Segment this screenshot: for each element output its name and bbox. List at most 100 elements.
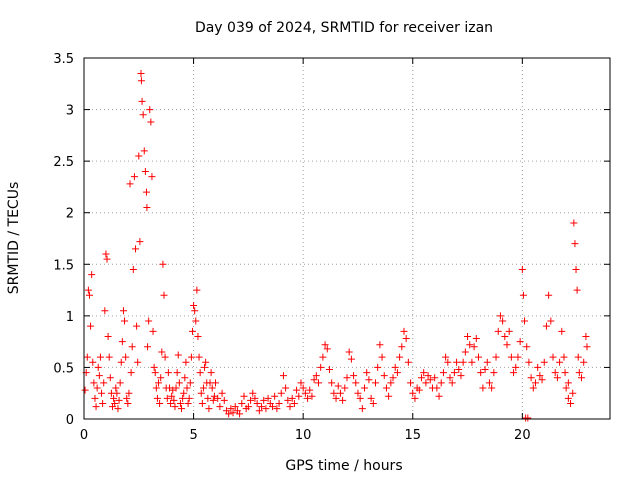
- x-tick-label: 5: [189, 428, 197, 443]
- x-tick-label: 20: [514, 428, 531, 443]
- data-point: [387, 379, 395, 387]
- data-point: [354, 389, 362, 397]
- data-point: [96, 353, 104, 361]
- data-point: [178, 405, 186, 413]
- data-point: [170, 396, 178, 404]
- data-point: [444, 358, 452, 366]
- data-point: [198, 400, 206, 408]
- data-point: [450, 369, 458, 377]
- data-point: [319, 353, 327, 361]
- data-point: [492, 353, 500, 361]
- y-tick-label: 2.5: [53, 155, 74, 170]
- data-point: [160, 291, 168, 299]
- data-point: [143, 204, 151, 212]
- data-point: [376, 341, 384, 349]
- data-point: [562, 384, 570, 392]
- data-point: [345, 348, 353, 356]
- data-point: [175, 379, 183, 387]
- data-point: [262, 405, 270, 413]
- data-point: [155, 379, 163, 387]
- data-point: [275, 400, 283, 408]
- data-point: [448, 379, 456, 387]
- data-point: [547, 317, 555, 325]
- data-point: [431, 374, 439, 382]
- data-point: [393, 369, 401, 377]
- data-point: [138, 97, 146, 105]
- data-point: [560, 353, 568, 361]
- data-point: [437, 379, 445, 387]
- data-point: [466, 341, 474, 349]
- data-point: [188, 327, 196, 335]
- data-point: [477, 369, 485, 377]
- data-point: [137, 77, 145, 85]
- data-point: [117, 358, 125, 366]
- data-point: [519, 291, 527, 299]
- data-point: [156, 400, 164, 408]
- data-point: [201, 363, 209, 371]
- data-point: [161, 353, 169, 361]
- data-point: [100, 379, 108, 387]
- data-point: [277, 389, 285, 397]
- data-point: [115, 396, 123, 404]
- data-point: [255, 407, 263, 415]
- data-point: [306, 386, 314, 394]
- data-point: [330, 389, 338, 397]
- data-point: [293, 386, 301, 394]
- data-point: [494, 327, 502, 335]
- data-point: [358, 405, 366, 413]
- data-point: [172, 384, 180, 392]
- data-point: [105, 353, 113, 361]
- data-point: [181, 374, 189, 382]
- data-point: [119, 307, 127, 315]
- data-point: [173, 369, 181, 377]
- data-point: [507, 353, 515, 361]
- data-point: [202, 358, 210, 366]
- data-point: [571, 240, 579, 248]
- data-point: [125, 389, 133, 397]
- data-point: [485, 379, 493, 387]
- data-point: [396, 353, 404, 361]
- data-point: [114, 405, 122, 413]
- data-point: [102, 250, 110, 258]
- data-point: [288, 394, 296, 402]
- data-point: [512, 363, 520, 371]
- data-point: [214, 394, 222, 402]
- data-point: [118, 338, 126, 346]
- data-point: [132, 245, 140, 253]
- data-point: [264, 394, 272, 402]
- data-point: [157, 374, 165, 382]
- y-tick-label: 0: [66, 413, 74, 428]
- data-point: [271, 392, 279, 400]
- data-point: [380, 372, 388, 380]
- data-point: [389, 374, 397, 382]
- data-point: [164, 369, 172, 377]
- data-point: [332, 394, 340, 402]
- data-point: [199, 384, 207, 392]
- data-point: [135, 152, 143, 160]
- data-point: [141, 167, 149, 175]
- data-point: [424, 372, 432, 380]
- data-point: [98, 389, 106, 397]
- data-point: [186, 379, 194, 387]
- data-point: [251, 394, 259, 402]
- data-point: [516, 338, 524, 346]
- data-point: [525, 358, 533, 366]
- data-point: [564, 394, 572, 402]
- data-point: [197, 389, 205, 397]
- data-point: [527, 374, 535, 382]
- data-point: [180, 389, 188, 397]
- data-point: [442, 353, 450, 361]
- data-point: [149, 327, 157, 335]
- data-point: [122, 353, 130, 361]
- data-point: [371, 379, 379, 387]
- data-point: [193, 286, 201, 294]
- data-point: [121, 317, 129, 325]
- data-point: [134, 358, 142, 366]
- data-point: [238, 400, 246, 408]
- data-point: [382, 384, 390, 392]
- x-tick-label: 15: [404, 428, 421, 443]
- data-point: [461, 348, 469, 356]
- data-point: [391, 363, 399, 371]
- y-tick-label: 1: [66, 310, 74, 325]
- data-point: [104, 332, 112, 340]
